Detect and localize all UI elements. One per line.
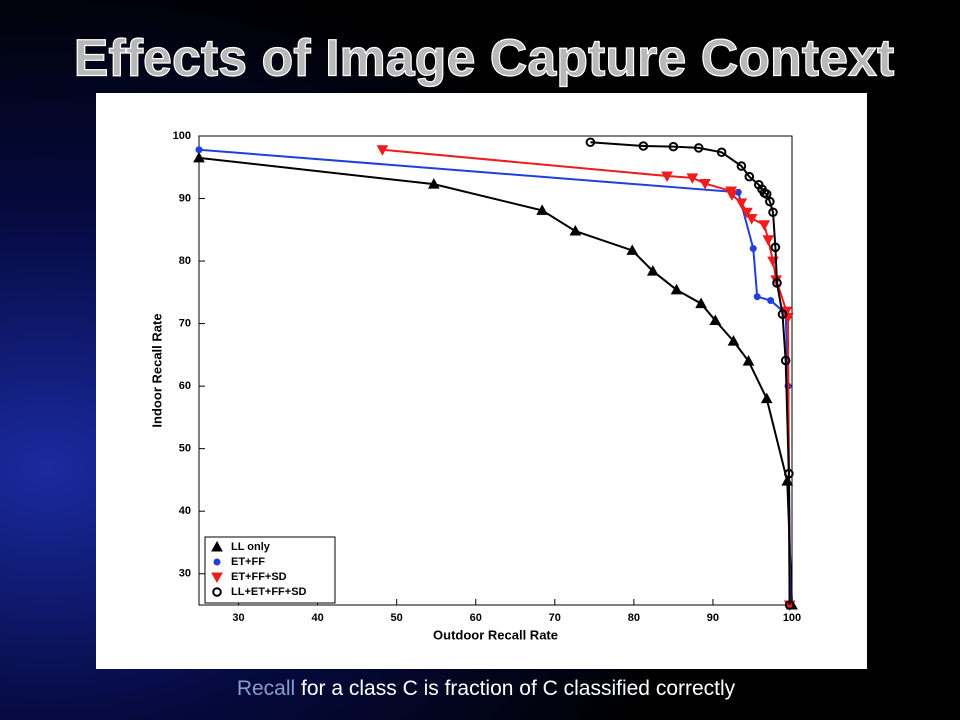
marker [726, 190, 738, 201]
chart: 30 40 50 60 70 80 90 100 30 40 50 60 70 80 90 100 Outdoo… [149, 130, 801, 643]
marker [716, 147, 727, 158]
marker [744, 171, 755, 182]
marker [427, 178, 440, 189]
marker [770, 242, 781, 253]
y-axis-label: Indoor Recall Rate [149, 313, 164, 427]
marker [536, 204, 548, 215]
x-tick-label: 80 [628, 612, 640, 624]
x-tick-label: 50 [391, 612, 403, 624]
y-tick-label: 90 [179, 192, 191, 204]
y-tick-label: 80 [179, 255, 191, 267]
caption: Recall for a class C is fraction of C cl… [237, 677, 736, 700]
marker [784, 600, 795, 610]
marker [745, 214, 758, 225]
y-tick-label: 100 [173, 130, 191, 142]
marker [699, 179, 711, 190]
marker [741, 207, 753, 219]
legend-box [204, 536, 336, 604]
marker [777, 309, 788, 320]
marker [735, 198, 748, 209]
marker [784, 468, 794, 479]
marker [742, 355, 755, 366]
marker [211, 540, 223, 552]
x-tick-label: 90 [707, 612, 719, 624]
y-tick-label: 60 [179, 380, 191, 392]
marker [585, 137, 596, 148]
caption-highlight: Recall [237, 677, 295, 700]
marker [213, 558, 221, 566]
marker [376, 145, 389, 156]
marker [668, 141, 679, 152]
marker [768, 207, 778, 218]
marker [760, 392, 773, 404]
series-line [198, 156, 793, 606]
legend-label: ET+FF+SD [231, 571, 287, 583]
marker [638, 141, 649, 151]
marker [761, 189, 772, 199]
x-tick-label: 60 [470, 612, 482, 624]
marker [569, 225, 582, 236]
marker [749, 245, 757, 253]
marker [753, 293, 761, 301]
y-tick-label: 30 [179, 568, 191, 580]
marker [626, 244, 639, 255]
x-axis-label: Outdoor Recall Rate [433, 627, 558, 642]
marker [772, 278, 782, 288]
marker [661, 171, 673, 183]
marker [693, 143, 704, 153]
marker [670, 283, 683, 295]
marker [195, 146, 203, 154]
marker [727, 335, 740, 346]
caption-rest: for a class C is fraction of C classifie… [301, 677, 736, 700]
marker [767, 296, 775, 304]
marker [686, 173, 699, 184]
x-tick-label: 100 [783, 612, 801, 624]
marker [646, 265, 659, 276]
marker [765, 196, 775, 207]
marker [758, 220, 771, 231]
legend-label: ET+FF [231, 556, 265, 568]
marker [695, 297, 707, 309]
x-tick-label: 40 [311, 612, 323, 624]
x-tick-label: 30 [232, 612, 244, 624]
marker [212, 587, 222, 597]
plot-frame [198, 135, 793, 606]
slide-title: Effects of Image Capture Context [74, 30, 895, 88]
legend-label: LL only [231, 541, 271, 553]
marker [736, 161, 747, 171]
y-tick-label: 40 [179, 505, 191, 517]
y-tick-label: 70 [179, 318, 191, 330]
y-tick-label: 50 [179, 443, 191, 455]
legend-label: LL+ET+FF+SD [231, 586, 307, 598]
marker [211, 572, 223, 584]
marker [762, 235, 775, 246]
x-tick-label: 70 [549, 612, 561, 624]
marker [193, 151, 205, 163]
marker [780, 355, 791, 366]
marker [709, 314, 722, 325]
